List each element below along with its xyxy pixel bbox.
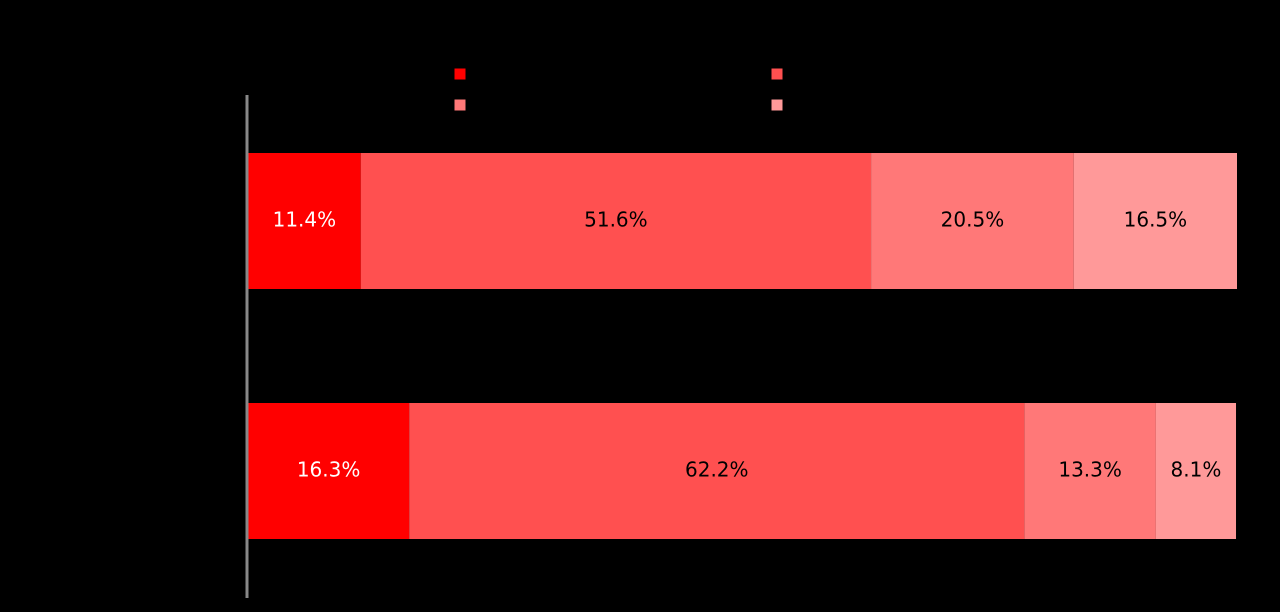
legend-marker — [770, 98, 784, 112]
data-label: 16.5% — [1124, 208, 1188, 232]
legend-marker — [453, 67, 467, 81]
data-label: 16.3% — [297, 458, 361, 482]
bar-segment — [871, 153, 1074, 289]
data-label: 51.6% — [584, 208, 648, 232]
bar-segment — [1024, 403, 1156, 539]
bar-segment — [409, 403, 1025, 539]
bar-segment — [248, 403, 410, 539]
legend-marker — [453, 98, 467, 112]
data-label: 8.1% — [1171, 458, 1222, 482]
bar-segment — [248, 153, 361, 289]
bar-segment — [1155, 403, 1237, 539]
data-label: 11.4% — [273, 208, 337, 232]
bar-segment — [1073, 153, 1237, 289]
legend-marker — [770, 67, 784, 81]
data-label: 62.2% — [685, 458, 749, 482]
bar-segment — [360, 153, 872, 289]
data-label: 13.3% — [1058, 458, 1122, 482]
data-label: 20.5% — [941, 208, 1005, 232]
